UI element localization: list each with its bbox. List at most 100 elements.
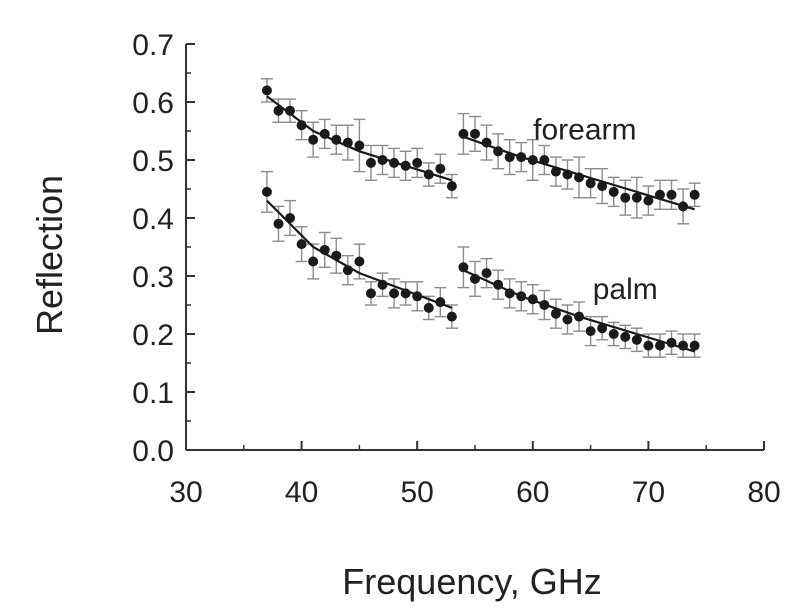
data-point [585, 178, 596, 189]
data-point [296, 120, 307, 131]
data-point [562, 169, 573, 180]
data-point [643, 195, 654, 206]
data-point [654, 189, 665, 200]
y-tick-label: 0.1 [132, 377, 174, 410]
y-axis-title: Reflection [29, 175, 70, 335]
x-tick-label: 60 [516, 476, 549, 509]
data-point [412, 157, 423, 168]
data-point [516, 152, 527, 163]
data-point [319, 128, 330, 139]
data-point [389, 157, 400, 168]
data-point [412, 291, 423, 302]
x-tick-label: 40 [285, 476, 318, 509]
data-point [504, 152, 515, 163]
data-point [308, 256, 319, 267]
data-point [377, 279, 388, 290]
data-point [585, 326, 596, 337]
data-point [631, 192, 642, 203]
data-point [273, 105, 284, 116]
data-point [331, 134, 342, 145]
data-point [446, 181, 457, 192]
data-point [470, 128, 480, 139]
data-point [435, 297, 446, 308]
data-point [620, 331, 631, 342]
data-point [435, 163, 446, 174]
data-point [550, 308, 561, 319]
data-point [365, 157, 376, 168]
data-point [666, 189, 677, 200]
data-point [331, 250, 342, 261]
data-point [504, 288, 515, 299]
data-point [539, 300, 550, 310]
data-point [678, 201, 689, 212]
x-axis-title: Frequency, GHz [342, 561, 601, 602]
data-point [689, 189, 700, 200]
data-point [261, 186, 272, 197]
series-layer: forearm palm [260, 78, 701, 358]
x-tick-label: 30 [169, 476, 202, 509]
data-point [458, 128, 469, 139]
data-point [597, 181, 608, 192]
data-point [377, 155, 388, 165]
data-point [654, 340, 665, 351]
data-point [481, 268, 492, 279]
fit-line [266, 95, 453, 182]
y-tick-label: 0.7 [132, 29, 174, 62]
data-point [493, 279, 504, 290]
data-point [296, 239, 307, 250]
data-point [608, 329, 619, 339]
data-point [400, 288, 411, 299]
series-palm: palm [260, 170, 701, 358]
x-tick-label: 50 [401, 476, 434, 509]
data-point [354, 140, 365, 151]
data-point [285, 213, 296, 223]
data-point [470, 273, 480, 284]
data-point [423, 169, 434, 180]
data-point [620, 192, 631, 203]
data-point [446, 311, 457, 322]
y-tick-label: 0.4 [132, 203, 174, 236]
data-point [562, 314, 573, 325]
data-point [423, 302, 434, 313]
data-point [342, 137, 353, 148]
data-point [527, 294, 538, 305]
data-point [285, 105, 296, 116]
data-point [354, 256, 365, 267]
data-point [458, 262, 469, 273]
data-point [481, 137, 492, 148]
data-point [550, 166, 561, 177]
y-tick-label: 0.3 [132, 261, 174, 294]
data-point [261, 85, 272, 96]
y-tick-label: 0.2 [132, 319, 174, 352]
data-point [539, 155, 550, 165]
x-tick-label: 70 [632, 476, 665, 509]
x-axis: 30 40 50 60 70 80 [169, 441, 781, 509]
data-point [608, 186, 619, 197]
data-point [597, 323, 608, 334]
data-point [273, 218, 284, 229]
data-point [365, 288, 376, 299]
data-point [527, 155, 538, 165]
plot-area: 0.0 0.1 0.2 0.3 0.4 0.5 0.6 0.7 30 40 50 60 70 80 fo… [132, 29, 780, 509]
data-point [389, 288, 400, 299]
y-tick-label: 0.5 [132, 145, 174, 178]
y-tick-label: 0.0 [132, 435, 174, 468]
data-point [574, 172, 585, 183]
data-point [678, 340, 689, 351]
data-point [689, 340, 700, 351]
series-label-forearm: forearm [533, 114, 636, 147]
data-point [308, 134, 319, 145]
data-point [342, 265, 353, 276]
data-point [643, 340, 654, 351]
data-point [631, 334, 642, 345]
data-point [400, 160, 411, 171]
series-forearm: forearm [260, 78, 701, 225]
y-tick-label: 0.6 [132, 87, 174, 120]
data-point [516, 291, 527, 302]
data-point [574, 311, 585, 322]
data-point [493, 146, 504, 157]
y-axis: 0.0 0.1 0.2 0.3 0.4 0.5 0.6 0.7 [132, 29, 195, 468]
x-tick-label: 80 [747, 476, 780, 509]
series-label-palm: palm [593, 273, 658, 306]
